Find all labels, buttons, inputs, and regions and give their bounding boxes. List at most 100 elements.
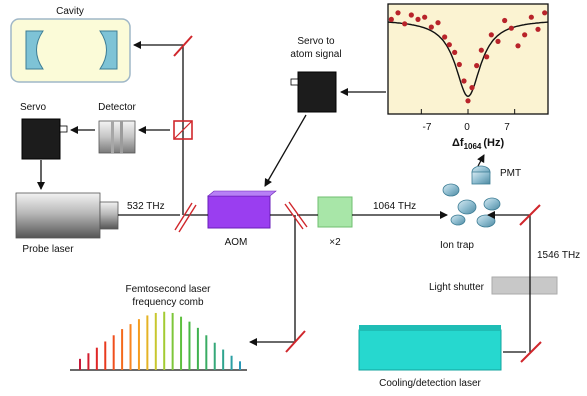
detector-ring	[111, 121, 114, 153]
data-point	[395, 10, 401, 16]
beamsplitter-plate	[174, 202, 197, 233]
freq-1546-label: 1546 THz	[537, 250, 580, 261]
xtick-label: 0	[464, 122, 470, 133]
data-point	[388, 16, 394, 22]
beam-paths	[37, 41, 531, 353]
ion-trap-electrode	[483, 197, 501, 211]
data-point	[474, 63, 480, 69]
x-axis-label: Δf1064 (Hz)	[452, 137, 504, 151]
comb-lines	[79, 311, 241, 370]
x-axis-label-unit: (Hz)	[483, 137, 504, 149]
spectrum-inset: -7 0 7 Δf1064 (Hz)	[387, 3, 549, 151]
data-point	[446, 42, 452, 48]
probe-laser-body	[15, 192, 101, 239]
data-point	[478, 47, 484, 53]
beamsplitter-diagonal	[173, 120, 193, 140]
pmt: PMT	[471, 165, 521, 185]
shutter-plate	[491, 276, 558, 295]
atom-servo-connector	[290, 78, 299, 86]
data-point	[442, 34, 448, 40]
ion-trap-electrode	[457, 199, 477, 215]
inset-frame	[387, 3, 549, 115]
ion-trap-electrode	[450, 214, 466, 226]
frequency-comb: Femtosecond laser frequency comb	[70, 284, 247, 371]
aom-crystal	[207, 195, 271, 229]
cooling-laser-top	[359, 325, 501, 331]
light-shutter: Light shutter	[429, 276, 558, 295]
freq-532-label: 532 THz	[127, 201, 165, 212]
aom-label: AOM	[225, 237, 248, 248]
doubler-label: ×2	[329, 237, 341, 248]
mirror-trap	[519, 204, 541, 226]
cooling-laser: Cooling/detection laser	[358, 325, 502, 389]
optics	[173, 35, 542, 363]
cavity-left-mirror	[25, 30, 44, 70]
data-point	[456, 61, 462, 68]
data-point	[488, 32, 494, 38]
comb-label-2: frequency comb	[132, 297, 204, 308]
data-point	[495, 38, 501, 45]
atom-servo-box	[297, 71, 337, 113]
pmt-label: PMT	[500, 168, 521, 179]
atom-servo-label-2: atom signal	[290, 49, 341, 60]
detector-label: Detector	[98, 102, 136, 113]
atom-servo: Servo to atom signal	[290, 36, 342, 113]
probe-laser-nozzle	[99, 201, 119, 230]
beamsplitter-plate	[284, 201, 308, 230]
aom: AOM	[207, 190, 277, 248]
data-point	[469, 85, 475, 91]
data-point	[402, 21, 408, 27]
spectrum-plot	[387, 10, 549, 114]
servo-connector	[59, 125, 68, 133]
cavity-right-mirror	[99, 30, 118, 70]
fit-curve	[387, 21, 549, 98]
data-point	[422, 14, 428, 20]
freq-1064-label: 1064 THz	[373, 201, 416, 212]
comb-label-1: Femtosecond laser	[125, 284, 211, 295]
data-point	[502, 17, 508, 24]
data-point	[484, 54, 490, 60]
beamsplitter-cube	[173, 120, 193, 140]
data-point	[461, 78, 467, 84]
detector-ring	[120, 121, 123, 153]
mirror-comb	[285, 330, 306, 353]
cavity: Cavity	[10, 6, 131, 83]
ion-trap-electrode	[442, 183, 460, 197]
data-point	[452, 49, 458, 56]
data-point	[428, 24, 434, 30]
ion-trap-electrode	[476, 214, 496, 228]
data-point	[415, 16, 421, 22]
data-point	[508, 25, 514, 31]
aom-top	[207, 190, 277, 197]
doubler-crystal	[317, 196, 353, 228]
data-point	[542, 10, 548, 16]
mirror-cooling	[520, 341, 542, 363]
data-point	[408, 12, 414, 18]
xtick-label: -7	[423, 122, 432, 133]
detector: Detector	[98, 102, 137, 154]
data-point	[535, 26, 541, 32]
servo-box	[21, 118, 61, 160]
pmt-body	[471, 171, 491, 185]
mirror-top	[173, 35, 193, 57]
ion-trap-label: Ion trap	[440, 240, 474, 251]
data-point	[515, 43, 521, 49]
data-point	[465, 98, 471, 104]
data-point	[528, 14, 534, 20]
x-axis-label-main: Δf	[452, 137, 464, 149]
detector-body	[98, 120, 136, 154]
cooling-laser-body	[358, 329, 502, 371]
cooling-laser-label: Cooling/detection laser	[379, 378, 481, 389]
xtick-label: 7	[504, 122, 510, 133]
probe-laser-label: Probe laser	[22, 244, 74, 255]
data-point	[435, 20, 441, 26]
frequency-doubler: ×2	[317, 196, 353, 248]
signal-servo-aom	[264, 114, 307, 187]
light-shutter-label: Light shutter	[429, 282, 485, 293]
servo: Servo	[20, 102, 68, 160]
data-point	[522, 32, 528, 38]
servo-label: Servo	[20, 102, 47, 113]
probe-laser: Probe laser	[15, 192, 119, 255]
x-axis-label-sub: 1064	[464, 142, 482, 151]
